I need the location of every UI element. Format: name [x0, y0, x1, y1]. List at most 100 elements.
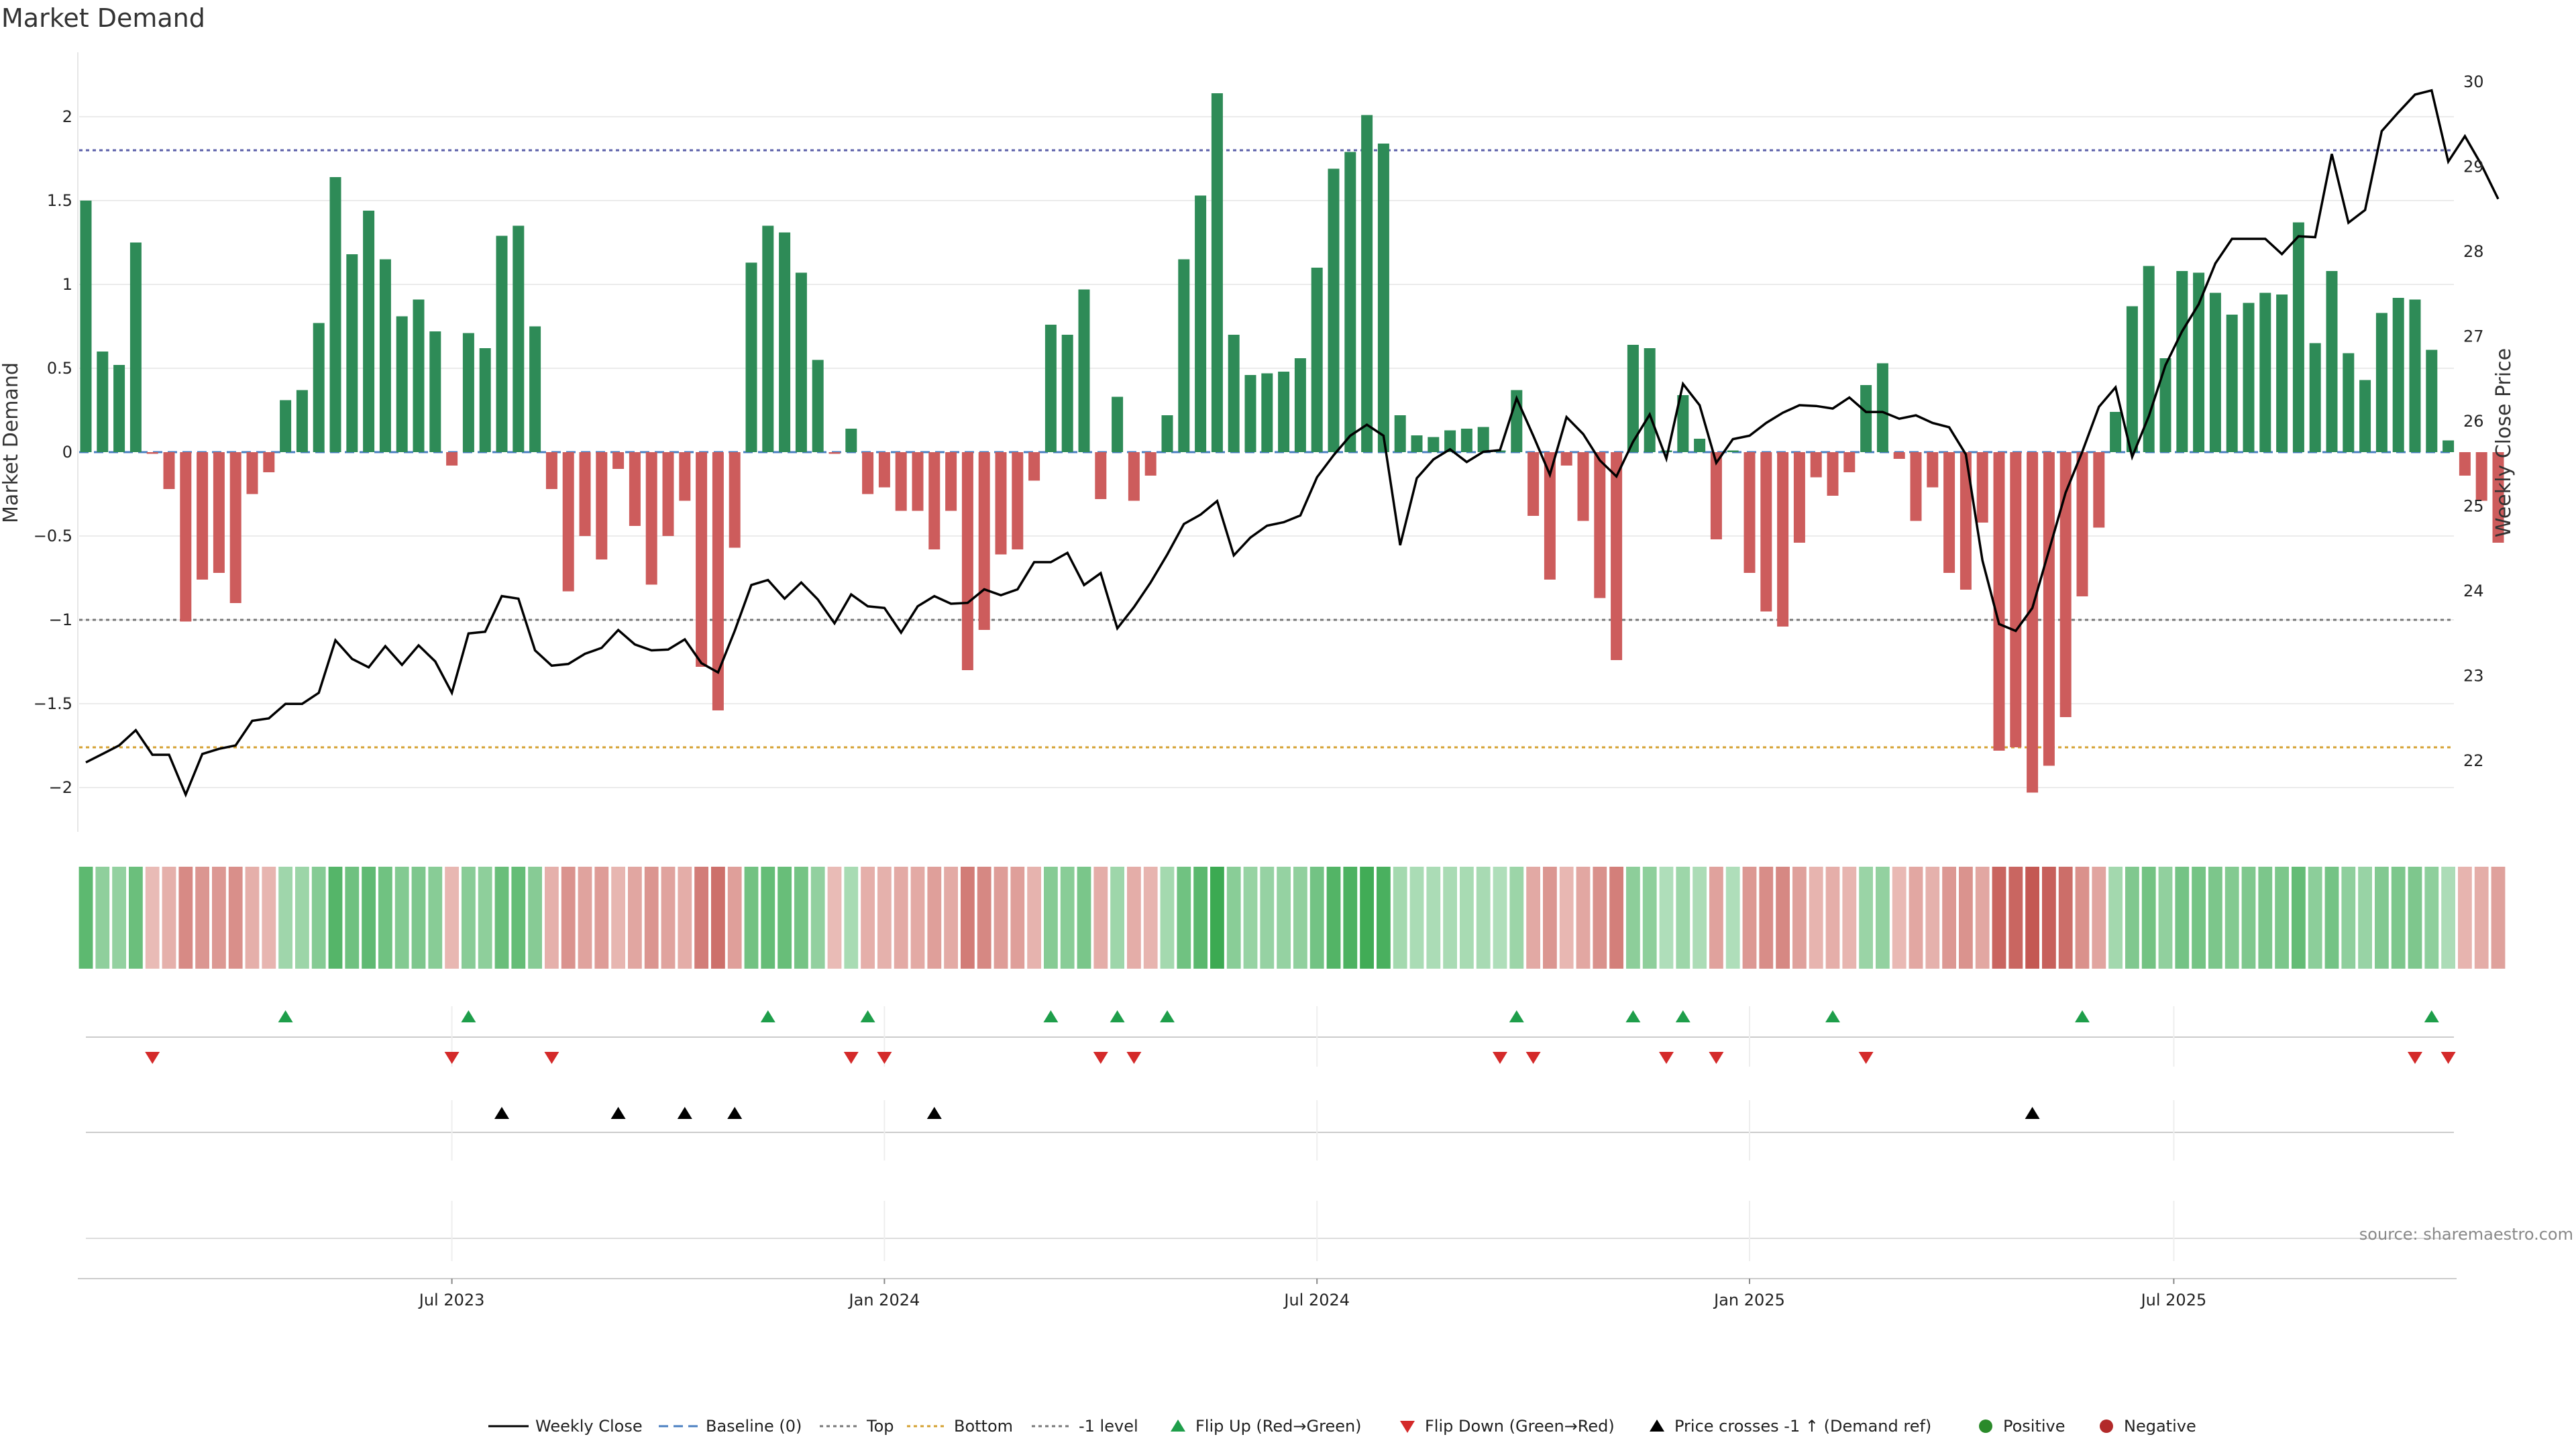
demand-bar: [2193, 272, 2205, 452]
strip-cell: [162, 867, 176, 969]
demand-bar: [1128, 452, 1140, 501]
strip-cell: [594, 867, 609, 969]
strip-cell: [1842, 867, 1857, 969]
demand-bar: [961, 452, 973, 670]
strip-cell: [794, 867, 808, 969]
flip-up-marker: [461, 1010, 476, 1022]
demand-bar: [2359, 380, 2371, 452]
demand-bar: [696, 452, 708, 667]
demand-bar: [928, 452, 941, 549]
strip-cell: [2308, 867, 2322, 969]
strip-cell: [694, 867, 708, 969]
demand-bar: [1044, 325, 1057, 452]
strip-cell: [961, 867, 975, 969]
demand-bar: [2309, 343, 2321, 452]
strip-cell: [1326, 867, 1341, 969]
demand-bar: [97, 352, 109, 452]
legend-swatch: [1979, 1419, 1992, 1433]
demand-bar: [1112, 396, 1124, 452]
y2-tick-label: 26: [2463, 412, 2484, 431]
strip-cell: [777, 867, 792, 969]
demand-bar: [246, 452, 258, 494]
flip-down-marker: [1093, 1052, 1108, 1064]
strip-cell: [1776, 867, 1790, 969]
legend-swatch: [1171, 1419, 1185, 1432]
flip-up-marker: [278, 1010, 293, 1022]
strip-cell: [295, 867, 309, 969]
price-cross-marker: [2025, 1107, 2040, 1119]
strip-cell: [2075, 867, 2090, 969]
strip-cell: [877, 867, 892, 969]
demand-bar: [2375, 313, 2387, 452]
price-cross-marker: [494, 1107, 509, 1119]
strip-cell: [1992, 867, 2006, 969]
strip-cell: [1509, 867, 1524, 969]
price-cross-marker: [610, 1107, 626, 1119]
demand-bar: [1660, 450, 1672, 452]
demand-bar: [1893, 452, 1905, 459]
demand-bar: [812, 360, 824, 452]
demand-bar: [429, 331, 441, 452]
flip-up-marker: [1509, 1010, 1524, 1022]
strip-cell: [378, 867, 392, 969]
legend-swatch: [2100, 1419, 2113, 1433]
demand-bar: [2443, 440, 2455, 452]
strip-cell: [1460, 867, 1474, 969]
demand-bar: [895, 452, 907, 511]
demand-bar: [729, 452, 741, 548]
strip-cell: [462, 867, 476, 969]
flip-up-marker: [1675, 1010, 1690, 1022]
demand-bar: [779, 232, 791, 452]
strip-cell: [78, 867, 93, 969]
strip-cell: [1876, 867, 1890, 969]
weekly-close-line: [85, 89, 2500, 798]
flip-down-marker: [843, 1052, 859, 1064]
strip-cell: [844, 867, 859, 969]
demand-bar: [2076, 452, 2088, 596]
legend-label: Baseline (0): [706, 1417, 802, 1436]
y2-tick-label: 25: [2463, 497, 2484, 516]
demand-bar: [2110, 412, 2122, 452]
demand-bar: [1627, 345, 1639, 452]
strip-cell: [2224, 867, 2239, 969]
strip-cell: [2008, 867, 2023, 969]
demand-bar: [1827, 452, 1839, 496]
strip-cell: [1393, 867, 1407, 969]
strip-cell: [145, 867, 160, 969]
y-tick-label: −1.5: [34, 694, 72, 713]
demand-bar: [1278, 372, 1290, 452]
demand-bar: [1078, 289, 1090, 452]
demand-bar: [645, 452, 657, 585]
demand-bar: [2093, 452, 2105, 528]
strip-cell: [311, 867, 326, 969]
strip-cell: [2125, 867, 2139, 969]
flip-up-marker: [760, 1010, 775, 1022]
strip-cell: [195, 867, 209, 969]
strip-cell: [2341, 867, 2356, 969]
strip-cell: [1493, 867, 1507, 969]
flip-down-marker: [2440, 1052, 2456, 1064]
demand-bar: [363, 211, 375, 452]
demand-bar: [2326, 271, 2338, 452]
flip-up-marker: [1825, 1010, 1840, 1022]
demand-bar: [1777, 452, 1789, 627]
demand-bar: [579, 452, 591, 536]
demand-bar: [1793, 452, 1805, 543]
x-tick-label: Jan 2025: [1713, 1291, 1785, 1309]
legend-label: Weekly Close: [535, 1417, 643, 1436]
demand-bar: [446, 452, 458, 466]
demand-bar: [1760, 452, 1772, 612]
strip-cell: [1559, 867, 1574, 969]
strip-cell: [1409, 867, 1424, 969]
flip-down-marker: [1659, 1052, 1674, 1064]
flip-up-marker: [860, 1010, 875, 1022]
strip-cell: [1210, 867, 1224, 969]
demand-bar: [1843, 452, 1856, 472]
y-tick-label: −0.5: [34, 527, 72, 545]
strip-cell: [611, 867, 625, 969]
strip-cell: [2408, 867, 2422, 969]
strip-cell: [761, 867, 775, 969]
strip-cell: [95, 867, 110, 969]
strip-cell: [1110, 867, 1124, 969]
